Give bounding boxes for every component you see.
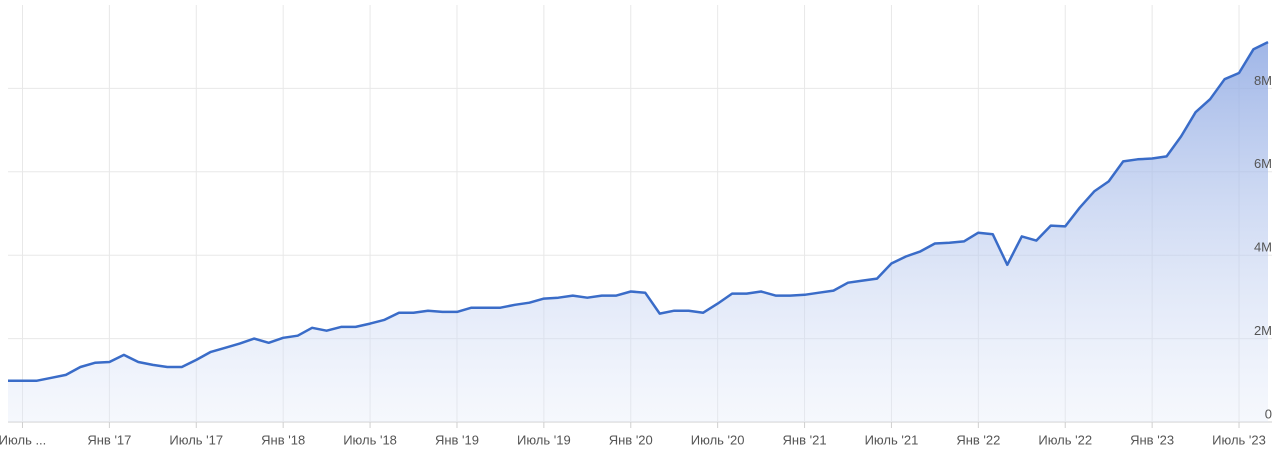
labels: 0 2M 4M 6M 8M Июль ... Янв '17 Июль '17 Янв '18 И… (0, 73, 1272, 448)
x-tick-label: Июль '17 (169, 432, 223, 447)
x-tick-label: Июль ... (0, 432, 46, 447)
x-tick-label: Июль '23 (1212, 432, 1266, 447)
x-tick-label: Янв '23 (1130, 432, 1174, 447)
y-tick-label: 6M (1254, 156, 1272, 171)
x-tick-label: Июль '19 (517, 432, 571, 447)
x-tick-label: Июль '22 (1038, 432, 1092, 447)
x-tick-label: Янв '19 (435, 432, 479, 447)
x-tick-label: Янв '22 (956, 432, 1000, 447)
y-tick-label: 4M (1254, 240, 1272, 255)
x-tick-label: Янв '18 (261, 432, 305, 447)
x-tick-label: Июль '20 (691, 432, 745, 447)
line (8, 40, 1269, 382)
y-tick-label: 8M (1254, 73, 1272, 88)
x-tick-label: Янв '21 (783, 432, 827, 447)
plot (8, 40, 1269, 422)
x-tick-label: Янв '17 (87, 432, 131, 447)
x-tick-label: Июль '21 (865, 432, 919, 447)
x-tick-label: Июль '18 (343, 432, 397, 447)
x-tick-label: Янв '20 (609, 432, 653, 447)
y-tick-label: 0 (1265, 406, 1272, 421)
y-tick-label: 2M (1254, 323, 1272, 338)
area-fill (8, 42, 1268, 422)
